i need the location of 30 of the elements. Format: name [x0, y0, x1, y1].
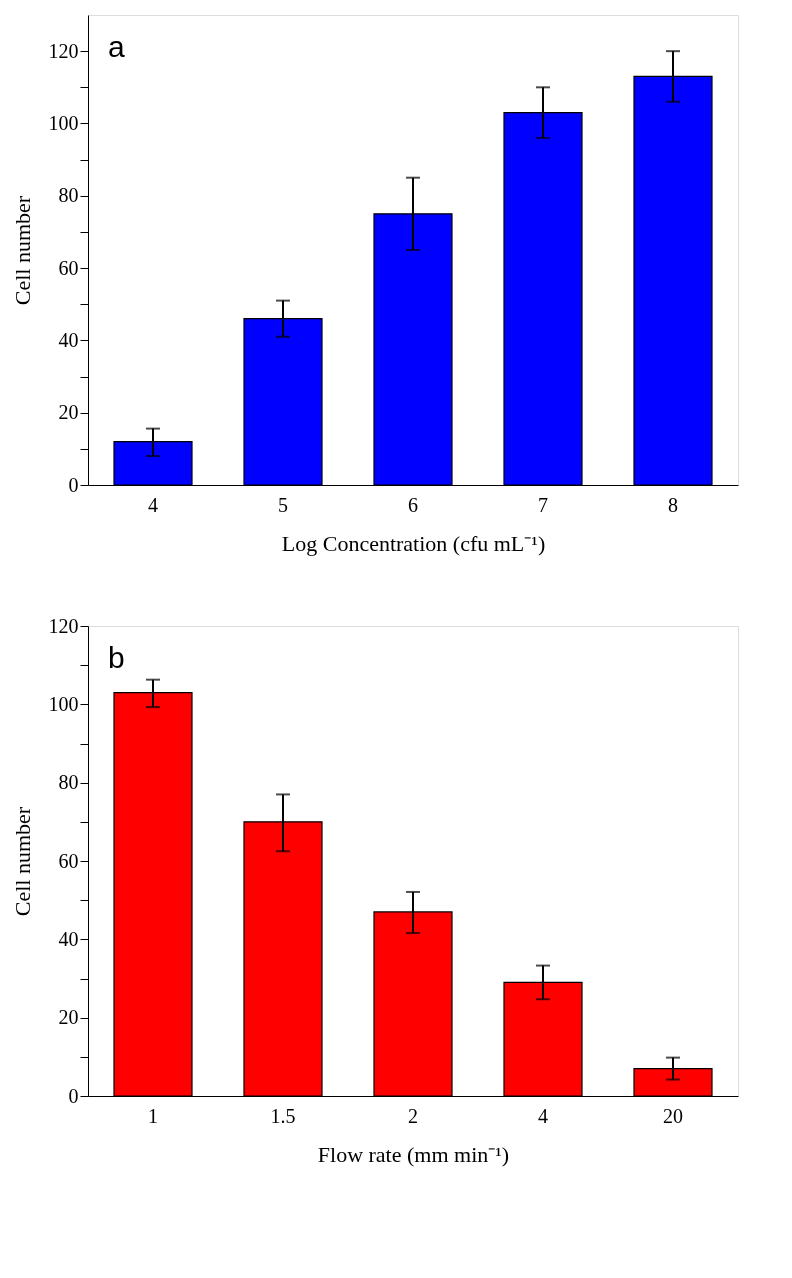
x-tick-label: 4: [538, 1104, 548, 1127]
y-tick-label: 0: [68, 1084, 79, 1107]
x-tick-label: 1.5: [270, 1104, 296, 1127]
y-tick-label: 100: [48, 111, 79, 134]
x-tick-label: 5: [278, 493, 288, 516]
y-tick-label: 40: [58, 328, 79, 351]
x-axis-title: Log Concentration (cfu mL⁻¹): [281, 530, 546, 556]
y-tick-label: 80: [58, 184, 79, 207]
x-tick-label: 7: [538, 493, 548, 516]
y-tick-label: 0: [68, 473, 79, 496]
annotation: b: [108, 641, 125, 674]
x-tick-label: 1: [148, 1104, 158, 1127]
x-tick-label: 4: [148, 493, 158, 516]
x-tick-label: 20: [663, 1104, 683, 1127]
y-tick-label: 120: [48, 614, 79, 637]
y-tick-label: 80: [58, 771, 79, 794]
x-tick-label: 2: [408, 1104, 418, 1127]
y-axis-title: Cell number: [9, 806, 35, 917]
y-tick-label: 40: [58, 927, 79, 950]
y-tick-label: 120: [48, 39, 79, 62]
y-tick-label: 20: [58, 401, 79, 424]
y-tick-label: 100: [48, 692, 79, 715]
x-tick-label: 8: [668, 493, 678, 516]
y-tick-label: 20: [58, 1006, 79, 1029]
x-tick-label: 6: [408, 493, 418, 516]
x-axis-title: Flow rate (mm min⁻¹): [317, 1141, 510, 1167]
y-tick-label: 60: [58, 256, 79, 279]
annotation: a: [108, 30, 125, 63]
y-axis-title: Cell number: [9, 195, 35, 306]
y-tick-label: 60: [58, 849, 79, 872]
